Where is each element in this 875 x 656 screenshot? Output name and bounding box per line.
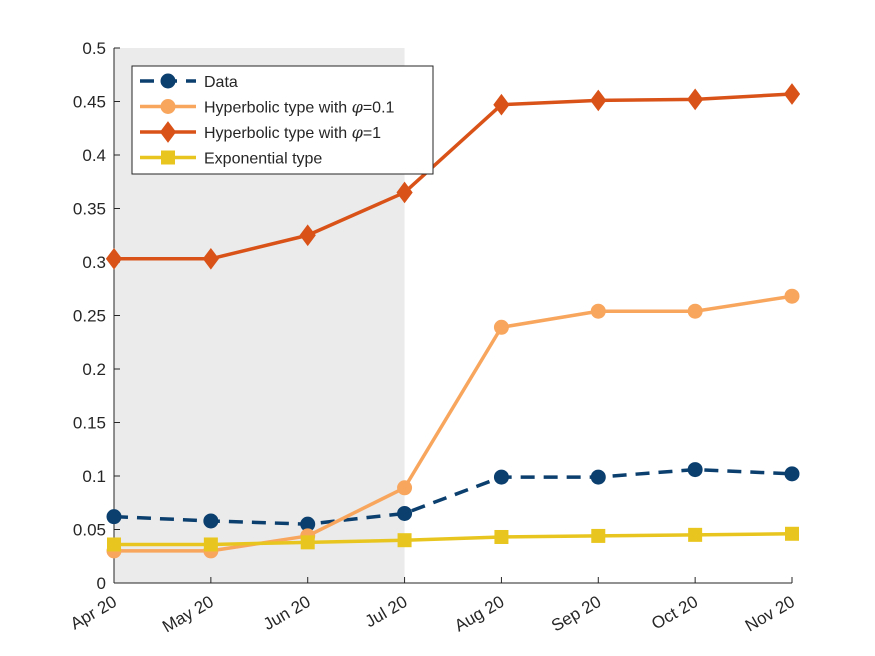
y-tick-label: 0.4: [82, 146, 106, 165]
legend-item: Exponential type: [140, 150, 322, 168]
series-3: [107, 526, 799, 552]
legend-marker: [160, 99, 176, 114]
legend-item: Hyperbolic type with φ=1: [140, 121, 381, 143]
x-tick-label: May 20: [159, 592, 217, 636]
x-tick-label: Sep 20: [548, 592, 604, 635]
legend-item: Data: [140, 73, 238, 91]
data-point: [590, 303, 606, 319]
data-point: [785, 526, 799, 541]
data-point: [783, 83, 801, 105]
data-point: [687, 303, 703, 319]
legend-item: Hyperbolic type with φ=0.1: [140, 98, 395, 117]
legend-label: Hyperbolic type with φ=0.1: [204, 98, 395, 117]
x-tick-label: Oct 20: [648, 592, 701, 634]
legend-label: Hyperbolic type with φ=1: [204, 123, 381, 142]
x-tick-label: Nov 20: [742, 592, 798, 635]
data-point: [203, 537, 218, 552]
data-point: [784, 288, 800, 304]
legend-marker: [159, 121, 177, 143]
series-line: [114, 92, 793, 261]
series-lines: [105, 83, 801, 559]
x-tick-label: Aug 20: [451, 592, 507, 635]
data-point: [590, 469, 606, 485]
y-tick-label: 0.25: [73, 307, 106, 326]
legend-marker: [161, 150, 175, 165]
y-tick-label: 0.05: [73, 521, 106, 540]
data-point: [107, 537, 121, 552]
y-tick-label: 0.35: [73, 200, 106, 219]
data-point: [202, 247, 219, 270]
data-point: [397, 505, 413, 521]
series-2: [105, 83, 801, 270]
data-point: [106, 509, 122, 525]
x-tick-label: Jun 20: [260, 592, 314, 634]
legend: Data Hyperbolic type with φ=0.1 Hyperbolic…: [131, 65, 434, 175]
data-point: [397, 533, 412, 548]
data-point: [687, 88, 704, 111]
y-tick-label: 0.2: [82, 360, 106, 379]
data-point: [591, 528, 606, 543]
data-point: [493, 319, 509, 335]
data-point: [784, 466, 800, 482]
data-point: [203, 513, 219, 529]
legend-label: Exponential type: [204, 151, 322, 168]
data-point: [688, 527, 703, 542]
legend-label: Data: [204, 74, 238, 91]
legend-marker: [160, 73, 176, 89]
data-point: [105, 247, 123, 270]
y-tick-label: 0.45: [73, 93, 106, 112]
y-tick-label: 0.3: [82, 253, 106, 272]
data-point: [300, 535, 315, 550]
data-point: [493, 469, 509, 485]
y-tick-label: 0.15: [73, 414, 106, 433]
series-line: [114, 532, 793, 547]
data-point: [396, 181, 413, 204]
y-tick-label: 0: [97, 574, 106, 593]
data-point: [687, 462, 703, 478]
data-point: [397, 480, 413, 496]
x-tick-label: Jul 20: [362, 592, 411, 631]
data-point: [493, 93, 510, 116]
series-line: [114, 294, 793, 553]
y-tick-label: 0.5: [82, 39, 106, 58]
data-point: [590, 89, 607, 112]
data-point: [494, 529, 509, 544]
x-tick-label: Apr 20: [67, 592, 120, 634]
y-tick-label: 0.1: [82, 467, 106, 486]
data-point: [299, 224, 316, 247]
series-0: [106, 462, 800, 532]
